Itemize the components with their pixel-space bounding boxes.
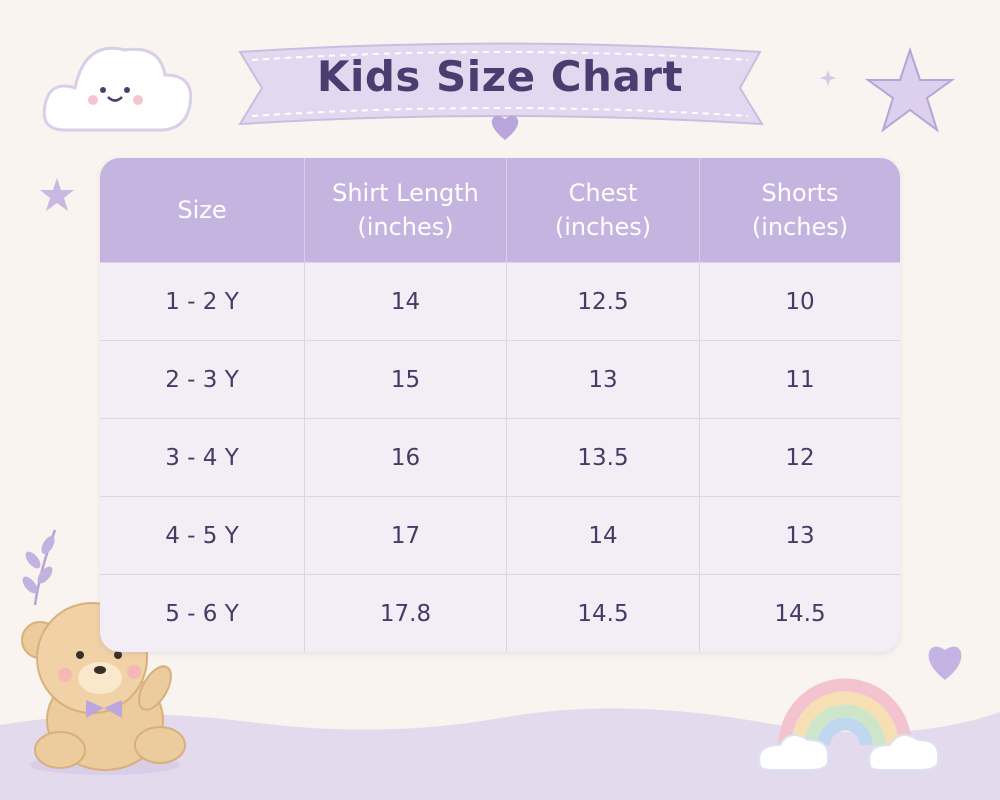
- table-cell: 4 - 5 Y: [100, 496, 305, 574]
- table-cell: 11: [700, 340, 900, 418]
- clouds: [758, 734, 940, 771]
- header-label: Size: [177, 196, 227, 224]
- heart: [928, 646, 962, 680]
- header-unit: (inches): [554, 213, 652, 241]
- table-cell: 13: [507, 340, 700, 418]
- rainbow: [778, 678, 912, 746]
- header-cell: Chest (inches): [507, 158, 700, 262]
- table-cell: 14.5: [507, 574, 700, 652]
- table-cell: 12.5: [507, 262, 700, 340]
- header-label: Chest: [568, 179, 638, 207]
- wave: [0, 708, 1000, 800]
- header-cell: Shorts (inches): [700, 158, 900, 262]
- header-unit: (inches): [751, 213, 849, 241]
- banner: [238, 42, 764, 140]
- table-cell: 17.8: [305, 574, 507, 652]
- table-cell: 15: [305, 340, 507, 418]
- header-cell: Size: [100, 158, 305, 262]
- table-cell: 1 - 2 Y: [100, 262, 305, 340]
- table-cell: 10: [700, 262, 900, 340]
- table-cell: 14.5: [700, 574, 900, 652]
- title: Kids Size Chart: [316, 52, 684, 101]
- table-cell: 2 - 3 Y: [100, 340, 305, 418]
- sparkle: [820, 70, 836, 86]
- table-cell: 14: [305, 262, 507, 340]
- header-unit: (inches): [357, 213, 454, 241]
- size-table: Size Shirt Length (inches) Chest (inches) Sho…: [100, 158, 900, 652]
- star: [40, 178, 74, 211]
- table-cell: 16: [305, 418, 507, 496]
- header-cell: Shirt Length (inches): [305, 158, 507, 262]
- table-cell: 13: [700, 496, 900, 574]
- cloud: [42, 46, 193, 132]
- table-cell: 14: [507, 496, 700, 574]
- table-cell: 3 - 4 Y: [100, 418, 305, 496]
- star: [864, 46, 956, 133]
- table-cell: 13.5: [507, 418, 700, 496]
- header-label: Shorts: [761, 179, 839, 207]
- header-label: Shirt Length: [332, 179, 479, 207]
- table-cell: 5 - 6 Y: [100, 574, 305, 652]
- table-cell: 12: [700, 418, 900, 496]
- sprig: [22, 529, 57, 606]
- table-cell: 17: [305, 496, 507, 574]
